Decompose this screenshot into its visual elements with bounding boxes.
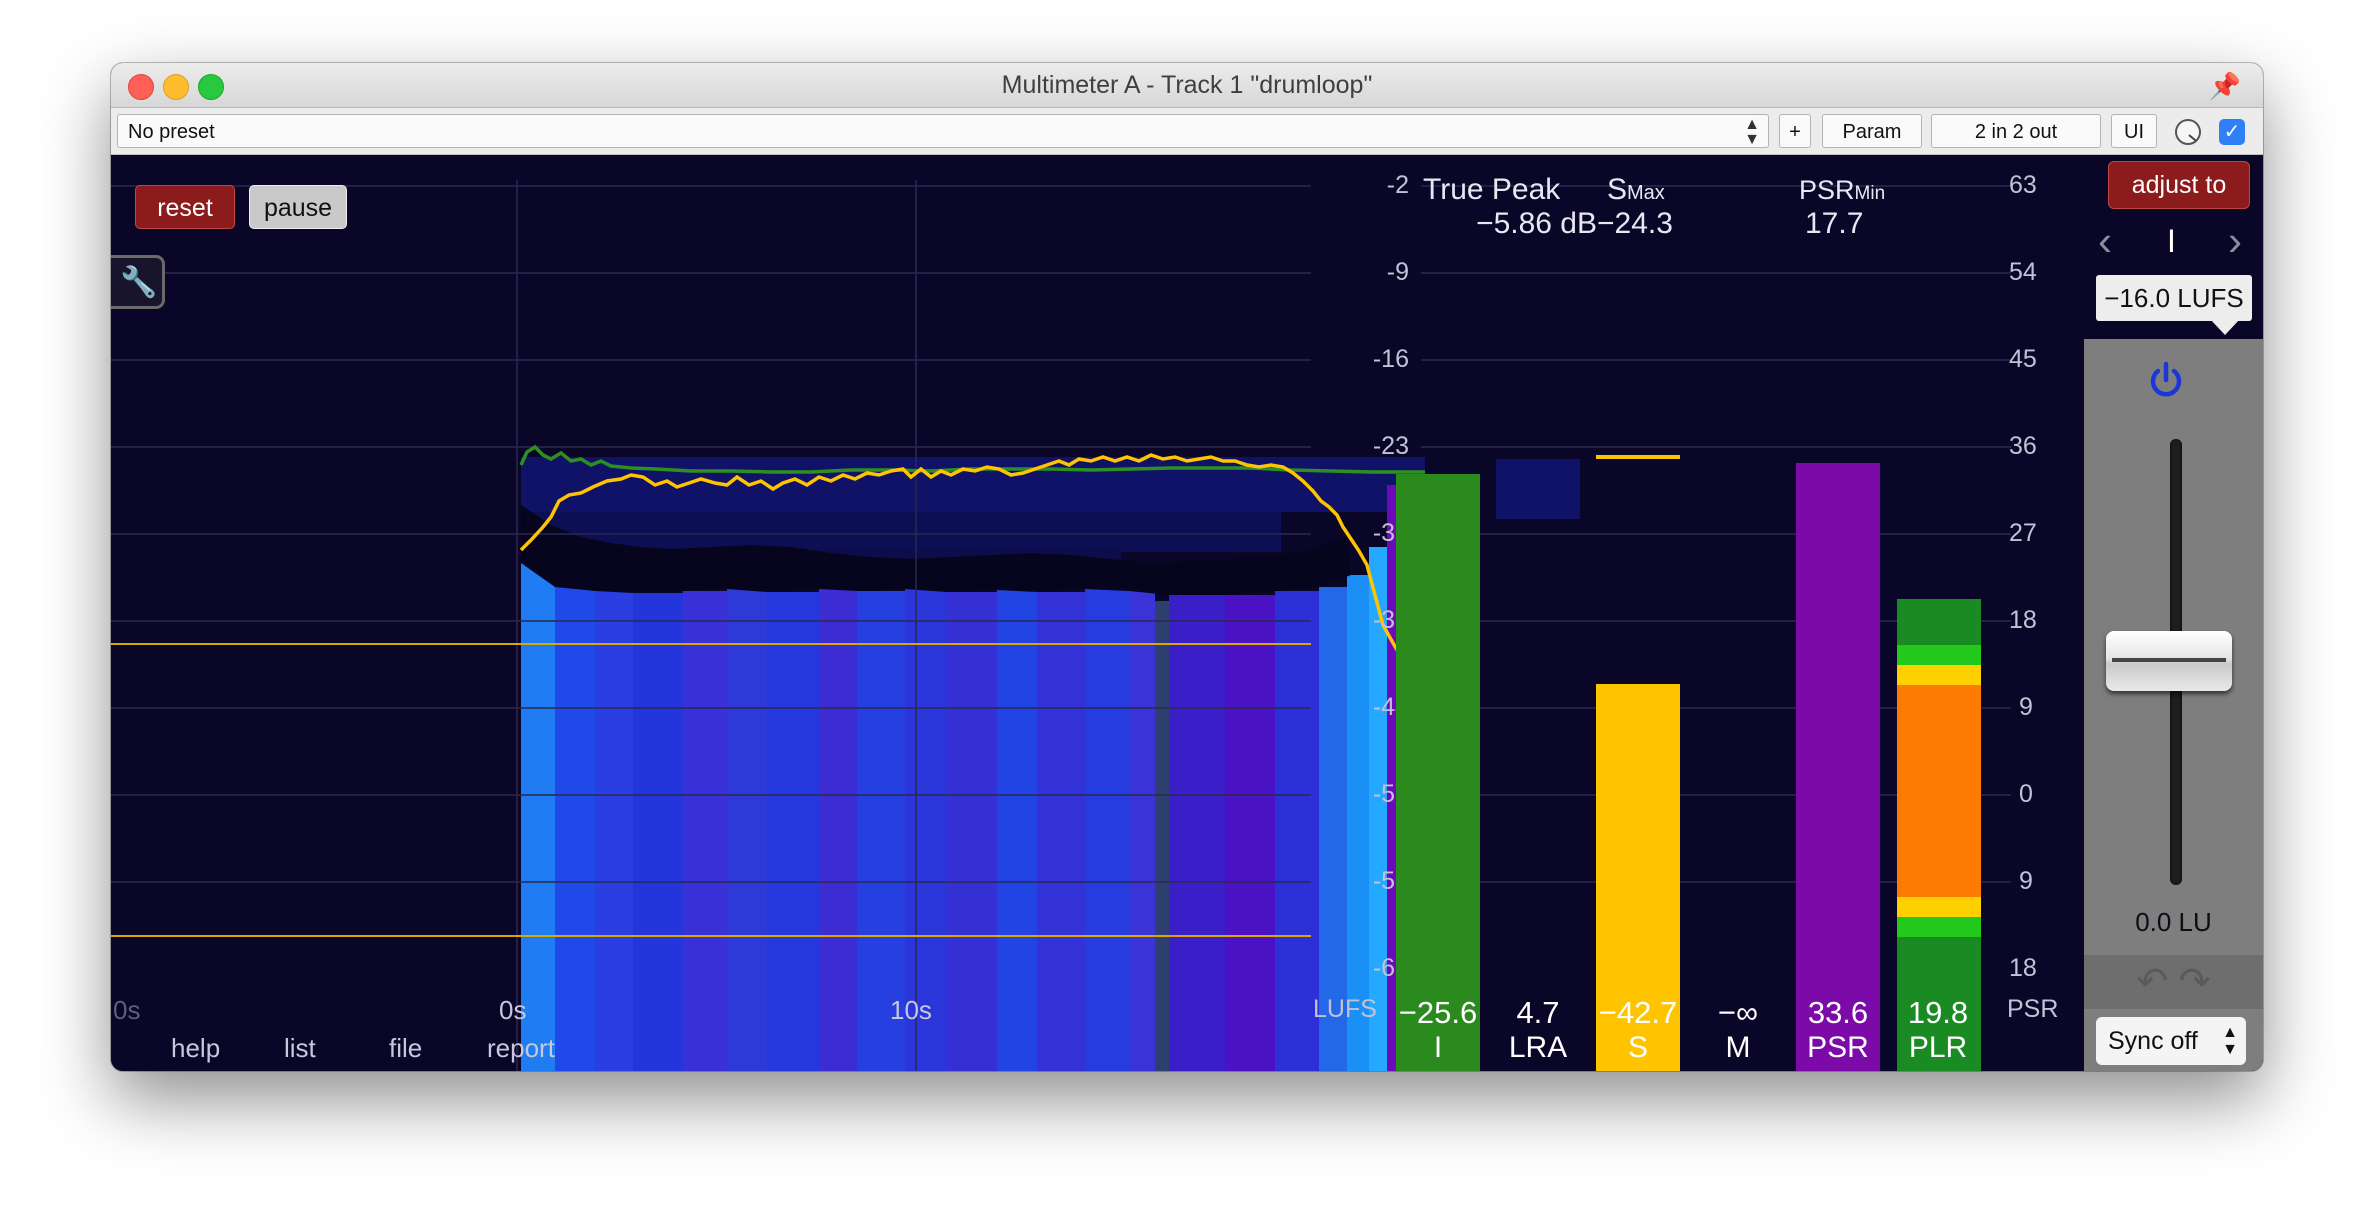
integrated-loudness-curve — [519, 444, 1425, 474]
psr-tick: 18 — [2009, 954, 2037, 982]
lra-label: LRA — [1508, 1031, 1568, 1064]
psrmin-value: 17.7 — [1805, 207, 1864, 240]
gain-value: 0.0 LU — [2135, 907, 2212, 937]
adjust-to-button[interactable]: adjust to — [2108, 161, 2250, 209]
momentary-value: −∞ — [1717, 995, 1759, 1030]
pin-icon[interactable]: 📌 — [2208, 71, 2241, 101]
undo-redo-icon[interactable]: ↶ ↷ — [2084, 955, 2263, 1009]
gain-slider-thumb[interactable] — [2106, 631, 2232, 691]
stepper-arrows-icon: ▲ ▼ — [1744, 116, 1760, 148]
short-term-value: −42.7 — [1598, 995, 1678, 1030]
add-preset-button[interactable]: + — [1779, 114, 1811, 148]
psr-tick: 18 — [2009, 606, 2037, 634]
integrated-label: I — [1433, 1031, 1443, 1064]
x-axis-label: 0s — [113, 995, 141, 1025]
minimize-button[interactable] — [163, 74, 189, 100]
plr-label: PLR — [1908, 1031, 1968, 1064]
lufs-tick: -9 — [1386, 258, 1409, 286]
lufs-tick: -16 — [1372, 345, 1409, 373]
window-title: Multimeter A - Track 1 "drumloop" — [1001, 71, 1373, 99]
lufs-unit-label: LUFS — [1313, 995, 1377, 1023]
true-peak-value: −5.86 dB — [1476, 207, 1597, 240]
history-graph — [111, 180, 1427, 1071]
target-mode: I — [2167, 223, 2176, 259]
psr-tick: 63 — [2009, 171, 2037, 199]
mix-knob-icon[interactable] — [2175, 119, 2201, 145]
title-bar: Multimeter A - Track 1 "drumloop" 📌 — [111, 63, 2263, 108]
lufs-tick: -2 — [1386, 171, 1409, 199]
smax-label: SMax — [1607, 173, 1665, 206]
param-button[interactable]: Param — [1822, 114, 1922, 148]
target-lufs-field[interactable]: −16.0 LUFS — [2096, 275, 2252, 321]
help-link[interactable]: help — [171, 1033, 221, 1063]
bypass-checkbox[interactable]: ✓ — [2219, 119, 2245, 145]
lufs-tick: -30 — [1372, 519, 1409, 547]
psr-tick: 27 — [2009, 519, 2037, 547]
pause-button[interactable]: pause — [249, 185, 347, 229]
power-icon[interactable] — [2146, 361, 2186, 401]
psrmin-subscript: Min — [1854, 183, 1886, 204]
io-config-button[interactable]: 2 in 2 out — [1931, 114, 2101, 148]
list-link[interactable]: list — [284, 1033, 316, 1063]
psrmin-label: PSRMin — [1799, 175, 1886, 205]
zoom-button[interactable] — [198, 74, 224, 100]
close-button[interactable] — [128, 74, 154, 100]
preset-select[interactable]: No preset ▲ ▼ — [117, 114, 1769, 148]
momentary-history-bars — [521, 485, 1425, 1071]
psr-label: PSR — [1807, 1031, 1869, 1064]
stepper-arrows-icon: ▲ ▼ — [2222, 1024, 2238, 1058]
lufs-tick: -65 — [1372, 954, 1409, 982]
history-shadow — [521, 505, 1351, 595]
ui-button[interactable]: UI — [2111, 114, 2157, 148]
reset-button[interactable]: reset — [135, 185, 235, 229]
psr-tick: 54 — [2009, 258, 2037, 286]
lufs-tick: -44 — [1372, 693, 1409, 721]
chevron-right-icon[interactable]: › — [2228, 217, 2242, 264]
x-axis-label: 0s — [499, 995, 527, 1025]
sync-label: Sync off — [2108, 1027, 2198, 1055]
smax-subscript: Max — [1627, 182, 1665, 204]
psr-tick: 45 — [2009, 345, 2037, 373]
lufs-tick: -51 — [1372, 780, 1409, 808]
preset-label: No preset — [128, 121, 215, 143]
psr-value: 33.6 — [1807, 995, 1869, 1030]
report-link[interactable]: report — [487, 1033, 555, 1063]
lufs-tick: -58 — [1372, 867, 1409, 895]
short-term-loudness-curve — [519, 453, 1427, 683]
target-caret — [2210, 319, 2240, 335]
psr-tick: 0 — [2019, 780, 2033, 808]
host-toolbar: No preset ▲ ▼ + Param 2 in 2 out UI ✓ — [111, 108, 2263, 155]
x-axis-label: 10s — [890, 995, 932, 1025]
chevron-left-icon[interactable]: ‹ — [2098, 217, 2112, 264]
short-term-label: S — [1627, 1031, 1648, 1064]
meter-area: reset pause 🔧 -2 -9 -16 -23 -30 -37 -44 … — [111, 155, 2263, 1071]
wrench-icon[interactable]: 🔧 — [111, 255, 165, 309]
lufs-tick: -23 — [1372, 432, 1409, 460]
psr-unit-label: PSR — [2007, 995, 2059, 1023]
psr-tick: 9 — [2019, 867, 2033, 895]
psr-tick: 9 — [2019, 693, 2033, 721]
true-peak-label: True Peak — [1423, 173, 1561, 206]
gain-panel: adjust to ‹ I › −16.0 LUFS 0.0 LU ↶ ↷ Sy… — [2084, 155, 2263, 1071]
lra-value: 4.7 — [1516, 995, 1560, 1030]
smax-value: −24.3 — [1597, 207, 1673, 240]
lufs-tick: -37 — [1372, 606, 1409, 634]
momentary-label: M — [1725, 1031, 1751, 1064]
integrated-value: −25.6 — [1398, 995, 1478, 1030]
sync-select[interactable]: Sync off ▲ ▼ — [2096, 1017, 2246, 1065]
plugin-window: Multimeter A - Track 1 "drumloop" 📌 No p… — [111, 63, 2263, 1071]
file-link[interactable]: file — [389, 1033, 423, 1063]
graph-grid — [111, 180, 1311, 1071]
psr-tick: 36 — [2009, 432, 2037, 460]
plr-value: 19.8 — [1907, 995, 1969, 1030]
